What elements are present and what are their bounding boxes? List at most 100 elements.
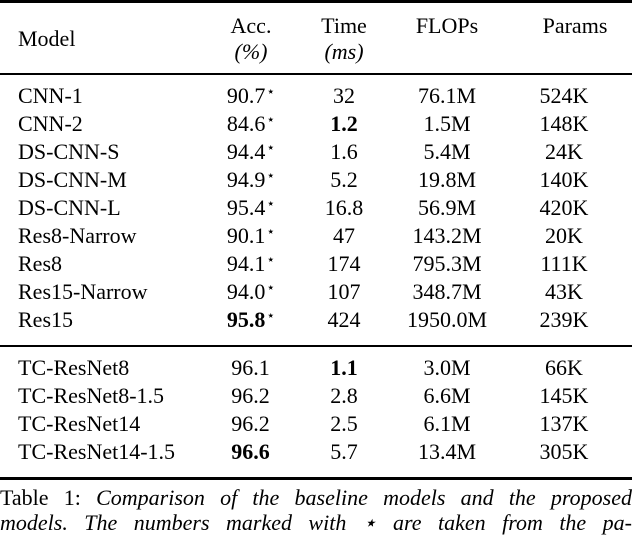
- table-caption: Table 1: Comparison of the baseline mode…: [0, 485, 632, 535]
- acc-cell: 96.1: [231, 355, 270, 380]
- flops-cell: 6.1M: [423, 411, 471, 436]
- params-cell: 137K: [539, 411, 589, 436]
- model-cell: DS-CNN-M: [18, 167, 127, 192]
- params-cell: 145K: [539, 383, 589, 408]
- flops-cell: 19.8M: [417, 167, 477, 192]
- flops-cell: 3.0M: [423, 355, 471, 380]
- time-cell: 5.2: [330, 167, 358, 192]
- acc-cell: 96.6: [231, 439, 270, 464]
- star-marker: ⋆: [266, 253, 276, 268]
- acc-cell: 94.1⋆: [226, 251, 276, 276]
- table-row-res15: Res15 95.8⋆ 424 1950.0M 239K: [0, 306, 632, 346]
- params-cell: 66K: [545, 355, 583, 380]
- acc-cell: 90.1⋆: [226, 223, 276, 248]
- header-time-title: Time: [321, 13, 367, 38]
- params-cell: 239K: [539, 307, 589, 332]
- acc-cell: 96.2: [231, 411, 270, 436]
- table-row-cnn-1: CNN-1 90.7⋆ 32 76.1M 524K: [0, 74, 632, 110]
- caption-line-2: models. The numbers marked with ⋆ are ta…: [0, 510, 632, 535]
- flops-cell: 795.3M: [412, 251, 482, 276]
- header-accuracy-title: Acc.: [230, 13, 272, 38]
- star-marker: ⋆: [266, 197, 276, 212]
- time-cell: 174: [327, 251, 361, 276]
- time-cell: 1.6: [330, 139, 358, 164]
- time-cell: 2.5: [330, 411, 358, 436]
- model-cell: Res8-Narrow: [18, 223, 137, 248]
- model-cell: CNN-2: [18, 111, 83, 136]
- time-cell: 5.7: [330, 439, 358, 464]
- caption-line-1: Table 1: Comparison of the baseline mode…: [0, 485, 632, 510]
- star-marker: ⋆: [266, 85, 276, 100]
- table-row-tc-resnet8-1-5: TC-ResNet8-1.5 96.2 2.8 6.6M 145K: [0, 382, 632, 410]
- header-params: Params: [542, 13, 608, 38]
- params-cell: 140K: [539, 167, 589, 192]
- acc-cell: 90.7⋆: [226, 83, 276, 108]
- baseline-models-group: CNN-1 90.7⋆ 32 76.1M 524K CNN-2 84.6⋆ 1.…: [0, 74, 632, 346]
- header-accuracy: Acc. (%): [190, 2, 312, 75]
- acc-cell: 94.0⋆: [226, 279, 276, 304]
- model-cell: DS-CNN-L: [18, 195, 121, 220]
- table-row-tc-resnet8: TC-ResNet8 96.1 1.1 3.0M 66K: [0, 346, 632, 382]
- flops-cell: 1.5M: [423, 111, 471, 136]
- table-row-tc-resnet14-1-5: TC-ResNet14-1.5 96.6 5.7 13.4M 305K: [0, 438, 632, 479]
- flops-cell: 56.9M: [417, 195, 477, 220]
- model-cell: TC-ResNet14: [18, 411, 141, 436]
- acc-cell: 95.8⋆: [226, 307, 276, 332]
- star-marker: ⋆: [266, 281, 276, 296]
- model-cell: Res15-Narrow: [18, 279, 148, 304]
- table-header: Model Acc. (%) Time (ms) FLOPs Params: [0, 2, 632, 75]
- time-cell: 424: [327, 307, 361, 332]
- flops-cell: 5.4M: [423, 139, 471, 164]
- header-flops: FLOPs: [415, 13, 479, 38]
- params-cell: 111K: [540, 251, 588, 276]
- table-row-ds-cnn-m: DS-CNN-M 94.9⋆ 5.2 19.8M 140K: [0, 166, 632, 194]
- proposed-models-group: TC-ResNet8 96.1 1.1 3.0M 66K TC-ResNet8-…: [0, 346, 632, 479]
- caption-label: Table 1:: [0, 485, 81, 510]
- acc-cell: 84.6⋆: [226, 111, 276, 136]
- time-cell: 2.8: [330, 383, 358, 408]
- header-time-unit: (ms): [324, 39, 364, 64]
- params-cell: 148K: [539, 111, 589, 136]
- model-cell: DS-CNN-S: [18, 139, 120, 164]
- acc-cell: 96.2: [231, 383, 270, 408]
- flops-cell: 13.4M: [417, 439, 477, 464]
- acc-cell: 94.9⋆: [226, 167, 276, 192]
- model-cell: CNN-1: [18, 83, 83, 108]
- time-cell: 47: [333, 223, 355, 248]
- model-cell: TC-ResNet8: [18, 355, 130, 380]
- params-cell: 305K: [539, 439, 589, 464]
- star-marker: ⋆: [266, 141, 276, 156]
- time-cell: 1.1: [330, 355, 358, 380]
- acc-cell: 94.4⋆: [226, 139, 276, 164]
- table-row-tc-resnet14: TC-ResNet14 96.2 2.5 6.1M 137K: [0, 410, 632, 438]
- params-cell: 524K: [539, 83, 589, 108]
- model-cell: Res8: [18, 251, 62, 276]
- params-cell: 24K: [545, 139, 583, 164]
- header-model: Model: [18, 26, 76, 51]
- params-cell: 420K: [539, 195, 589, 220]
- comparison-table: Model Acc. (%) Time (ms) FLOPs Params CN…: [0, 0, 632, 480]
- model-cell: TC-ResNet14-1.5: [18, 439, 176, 464]
- flops-cell: 6.6M: [423, 383, 471, 408]
- table-row-res15-narrow: Res15-Narrow 94.0⋆ 107 348.7M 43K: [0, 278, 632, 306]
- params-cell: 43K: [545, 279, 583, 304]
- table-row-res8-narrow: Res8-Narrow 90.1⋆ 47 143.2M 20K: [0, 222, 632, 250]
- table-row-cnn-2: CNN-2 84.6⋆ 1.2 1.5M 148K: [0, 110, 632, 138]
- time-cell: 1.2: [330, 111, 358, 136]
- time-cell: 107: [327, 279, 361, 304]
- params-cell: 20K: [545, 223, 583, 248]
- flops-cell: 348.7M: [412, 279, 482, 304]
- time-cell: 16.8: [324, 195, 364, 220]
- flops-cell: 1950.0M: [406, 307, 488, 332]
- model-cell: Res15: [18, 307, 73, 332]
- caption-text-line-1: Comparison of the baseline models and th…: [96, 485, 632, 510]
- model-cell: TC-ResNet8-1.5: [18, 383, 165, 408]
- header-row: Model Acc. (%) Time (ms) FLOPs Params: [0, 2, 632, 75]
- star-marker: ⋆: [266, 309, 276, 324]
- table-row-res8: Res8 94.1⋆ 174 795.3M 111K: [0, 250, 632, 278]
- acc-cell: 95.4⋆: [226, 195, 276, 220]
- star-marker: ⋆: [266, 225, 276, 240]
- flops-cell: 76.1M: [417, 83, 477, 108]
- flops-cell: 143.2M: [412, 223, 482, 248]
- time-cell: 32: [333, 83, 355, 108]
